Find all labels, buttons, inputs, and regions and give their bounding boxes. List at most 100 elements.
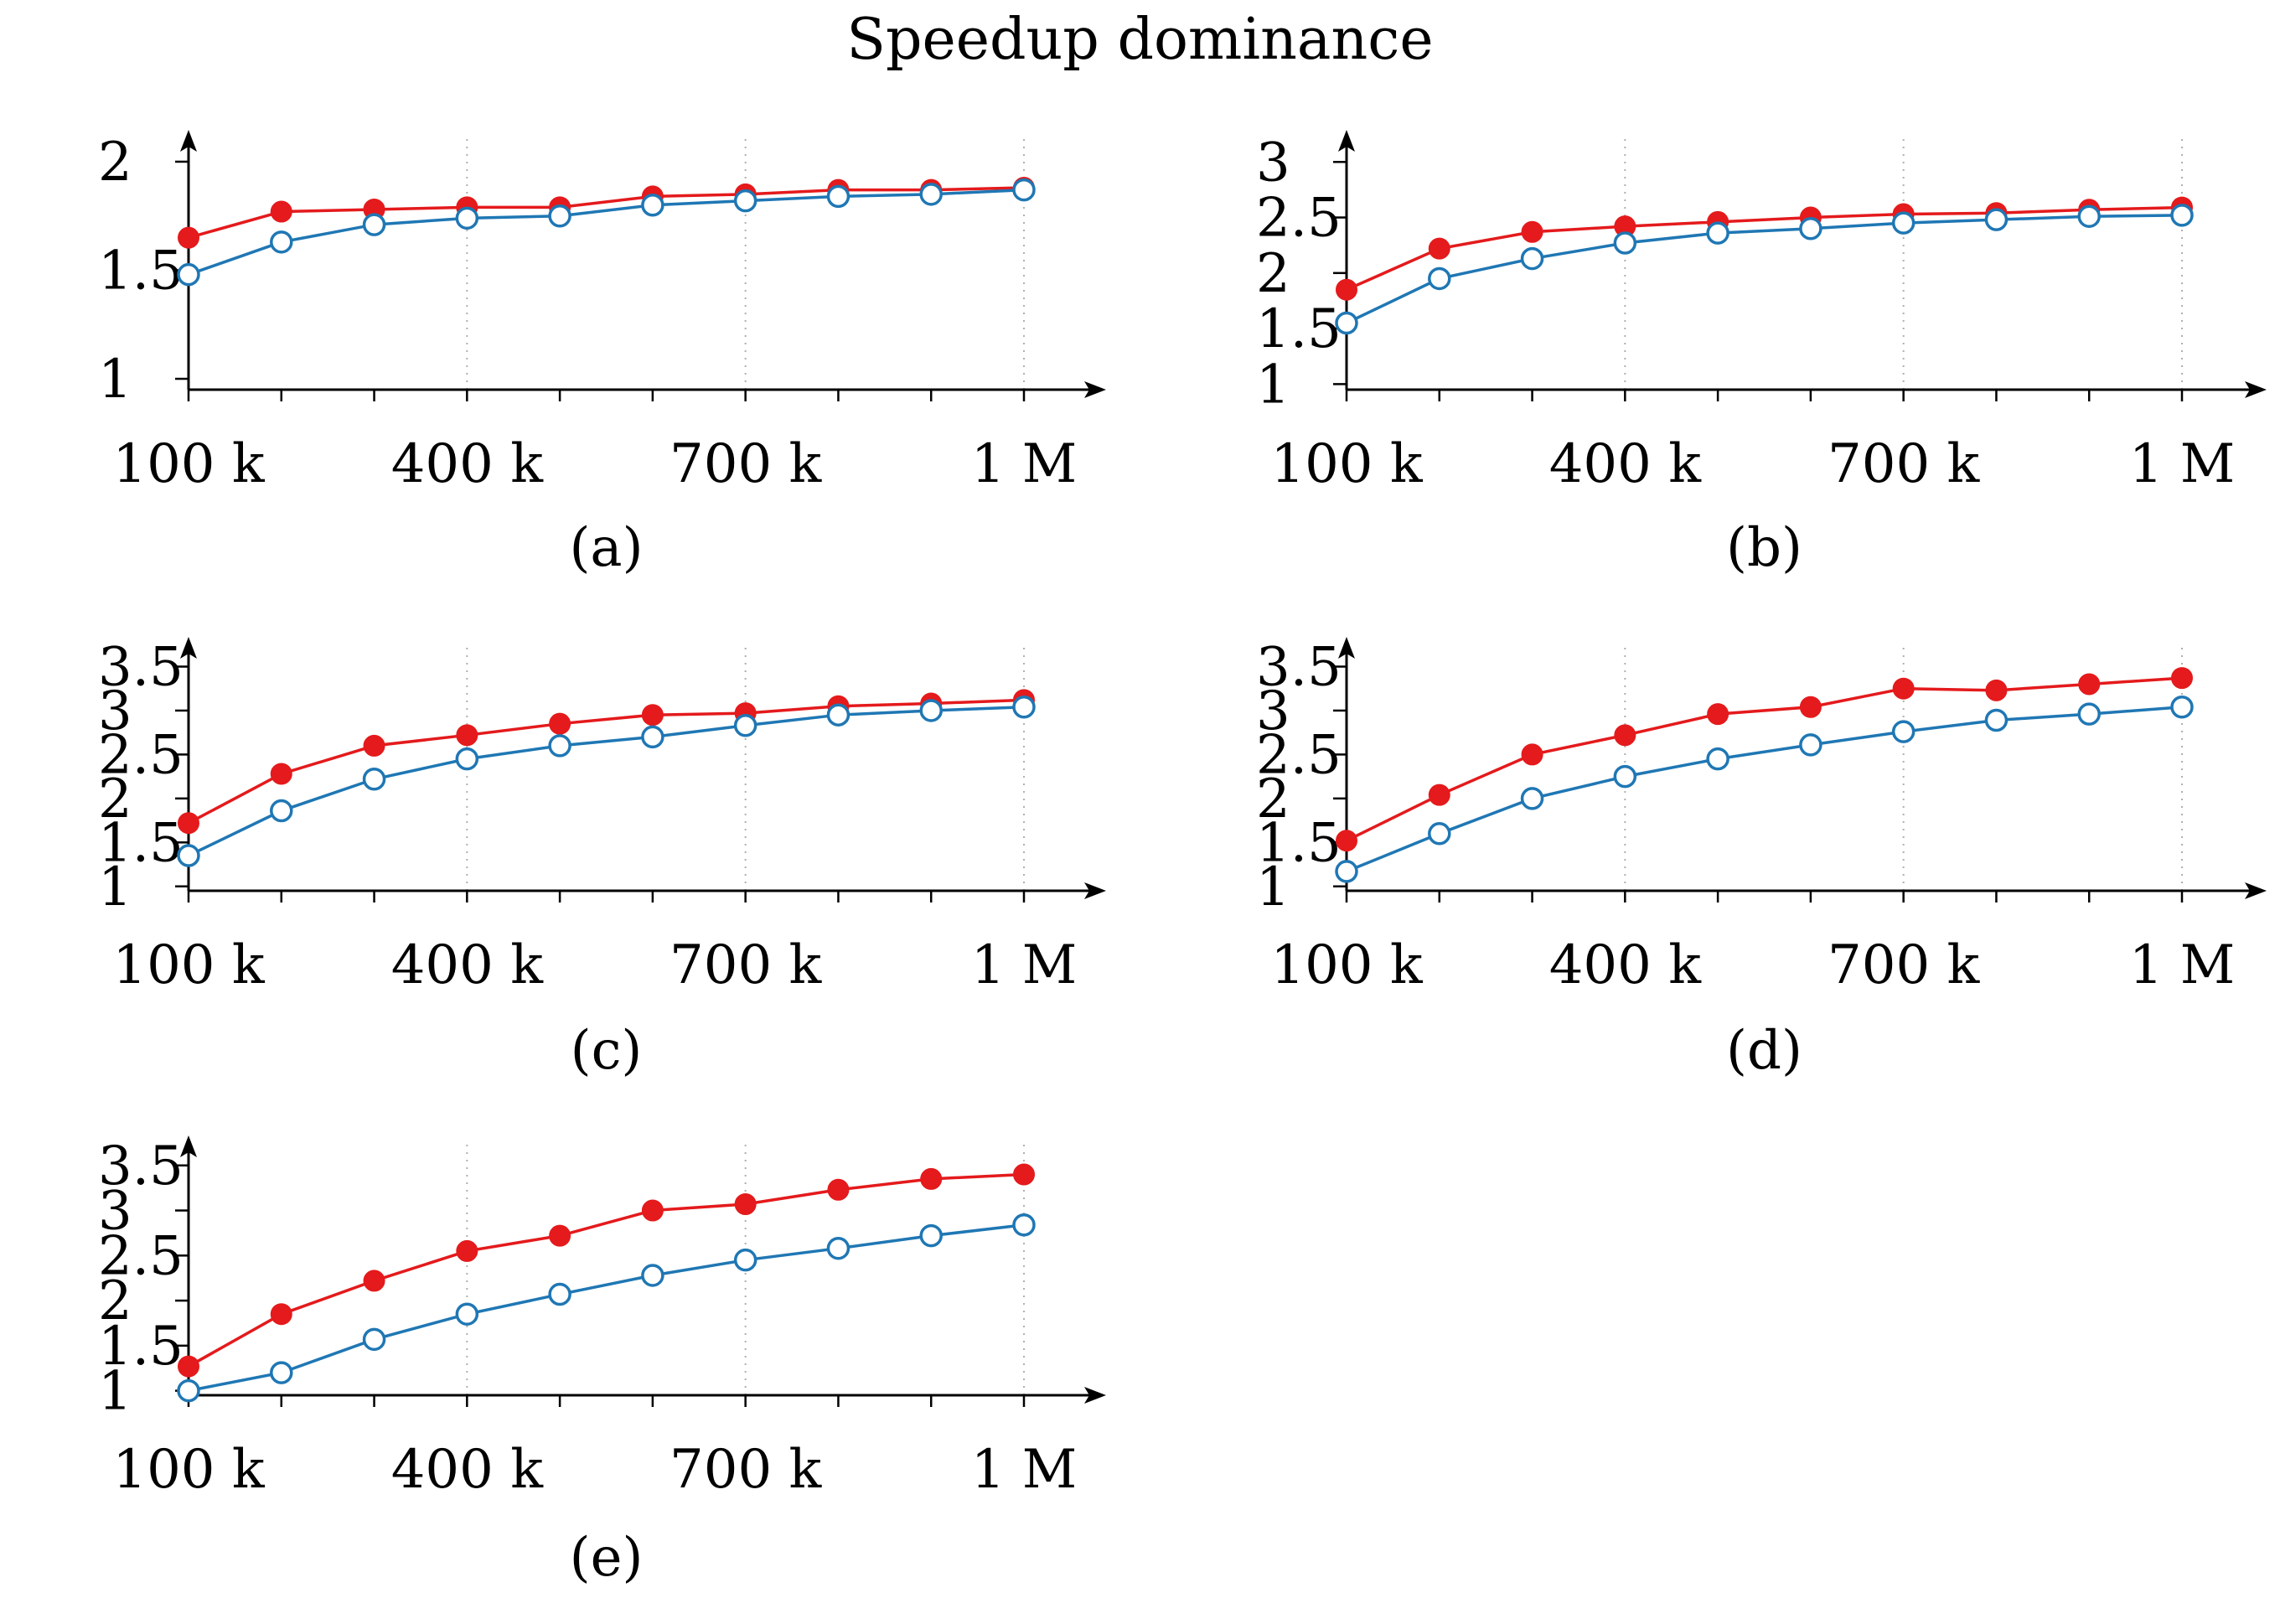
- y-tick-label: 3: [98, 1181, 132, 1243]
- data-point: [270, 1303, 292, 1326]
- data-point: [734, 1193, 757, 1215]
- data-point: [177, 1378, 200, 1403]
- panel-caption: (c): [571, 1020, 643, 1082]
- data-point: [178, 812, 199, 835]
- data-point: [641, 194, 664, 217]
- x-axis-arrow: [1084, 381, 1106, 398]
- data-point: [455, 206, 479, 230]
- data-point: [363, 1270, 385, 1292]
- x-tick-label: 400 k: [1549, 433, 1703, 495]
- panel-caption: (b): [1726, 517, 1802, 579]
- y-tick-label: 3.5: [98, 1135, 184, 1197]
- y-tick-label: 1.5: [98, 812, 184, 874]
- data-point: [1335, 311, 1358, 335]
- x-tick-label: 400 k: [391, 1439, 545, 1501]
- y-tick-label: 3: [98, 680, 132, 742]
- data-point: [1336, 278, 1357, 301]
- series-line: [188, 1223, 1025, 1393]
- data-point: [2170, 204, 2194, 227]
- data-point: [456, 724, 478, 747]
- chart-panel: 100 k 400 k 700 k 1 M 11.522.533.5 (e): [98, 1135, 1106, 1589]
- data-point: [455, 1302, 479, 1326]
- x-tick-label: 100 k: [112, 934, 266, 996]
- data-point: [1985, 679, 2008, 701]
- data-point: [549, 712, 571, 735]
- data-point: [178, 1355, 199, 1378]
- x-tick-label: 700 k: [670, 1439, 823, 1501]
- data-point: [548, 204, 571, 228]
- data-point: [2077, 702, 2101, 726]
- data-point: [1520, 246, 1544, 271]
- y-axis-arrow: [180, 1135, 197, 1157]
- data-point: [826, 184, 850, 209]
- data-point: [641, 1264, 664, 1287]
- y-tick-label: 2: [1256, 768, 1290, 830]
- y-tick-label: 2: [1256, 243, 1290, 305]
- x-tick-label: 400 k: [1549, 934, 1703, 996]
- data-point: [362, 1327, 386, 1352]
- data-point: [270, 1361, 293, 1384]
- y-tick-label: 3: [1256, 680, 1290, 742]
- data-point: [1891, 720, 1916, 743]
- data-point: [362, 768, 386, 791]
- y-axis-arrow: [1338, 130, 1355, 152]
- panel-caption: (a): [569, 517, 643, 579]
- data-point: [2170, 695, 2194, 719]
- y-tick-label: 3.5: [98, 636, 184, 698]
- data-point: [1012, 695, 1036, 719]
- y-axis-arrow: [180, 130, 197, 152]
- data-point: [1521, 220, 1543, 243]
- data-point: [1521, 743, 1543, 766]
- data-point: [920, 1167, 943, 1190]
- data-point: [1428, 237, 1450, 260]
- y-tick-label: 2.5: [1256, 724, 1342, 786]
- data-point: [826, 1236, 850, 1260]
- series-line: [1346, 214, 2183, 325]
- data-point: [733, 189, 757, 213]
- data-point: [1892, 677, 1915, 700]
- data-point: [1799, 217, 1822, 240]
- panel-caption: (d): [1726, 1020, 1802, 1082]
- chart-panel: 100 k 400 k 700 k 1 M 11.522.533.5 (d): [1256, 636, 2267, 1082]
- data-point: [1707, 703, 1729, 726]
- data-point: [270, 200, 292, 223]
- y-tick-label: 1.5: [1256, 298, 1342, 360]
- data-point: [919, 699, 943, 722]
- data-point: [455, 747, 479, 771]
- data-point: [177, 262, 200, 287]
- y-axis-arrow: [1338, 637, 1355, 659]
- series-line: [1346, 205, 2183, 292]
- y-tick-label: 2.5: [1256, 188, 1342, 250]
- data-point: [548, 734, 571, 758]
- y-tick-label: 1: [1256, 354, 1290, 416]
- data-point: [1428, 266, 1451, 291]
- data-point: [1799, 696, 1822, 718]
- x-tick-label: 400 k: [391, 934, 545, 996]
- data-point: [1706, 221, 1729, 245]
- data-point: [1428, 822, 1451, 846]
- data-point: [919, 183, 943, 206]
- data-point: [641, 1199, 664, 1222]
- x-tick-label: 400 k: [391, 433, 545, 495]
- y-tick-label: 1: [98, 1361, 132, 1423]
- data-point: [1984, 708, 2009, 732]
- data-point: [1891, 211, 1916, 235]
- y-tick-label: 1: [98, 349, 132, 411]
- x-axis-arrow: [1084, 882, 1106, 899]
- data-point: [363, 734, 385, 757]
- y-tick-label: 2: [98, 1270, 132, 1332]
- data-point: [270, 799, 293, 823]
- x-tick-label: 100 k: [112, 433, 266, 495]
- data-point: [1520, 787, 1544, 810]
- data-point: [456, 1239, 478, 1262]
- chart-panel: 100 k 400 k 700 k 1 M 11.522.53 (b): [1256, 130, 2267, 579]
- series-line: [188, 705, 1025, 857]
- data-point: [270, 230, 293, 254]
- data-point: [1012, 1213, 1036, 1237]
- data-point: [178, 226, 199, 249]
- data-point: [2078, 673, 2101, 696]
- data-point: [641, 704, 664, 727]
- data-point: [733, 1248, 757, 1272]
- data-point: [270, 763, 292, 785]
